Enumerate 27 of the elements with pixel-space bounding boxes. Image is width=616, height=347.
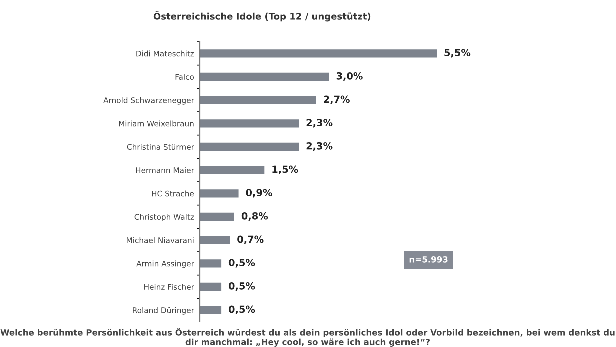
bar	[200, 236, 230, 244]
data-label: 2,3%	[306, 119, 333, 128]
bar	[200, 190, 239, 198]
bar	[200, 142, 300, 152]
data-label: 0,5%	[228, 282, 256, 292]
bar	[200, 50, 438, 58]
bar	[200, 282, 222, 292]
annotation: n=5.993	[410, 256, 448, 263]
text: Welche berühmte Persönlichkeit aus Österreich würdest du als dein persönliches Idol oder Vorbild bezeichnen, bei wem denkst du dir manchmal: „Hey cool, so wäre ich auch gerne!“?	[0, 328, 615, 347]
bar	[200, 72, 330, 82]
data-label: 0,9%	[246, 189, 272, 198]
data-label: 0,8%	[242, 212, 268, 222]
bar	[200, 120, 300, 128]
data-label: 2,3%	[306, 142, 333, 152]
bar	[200, 212, 234, 222]
bar	[200, 166, 265, 174]
bar	[200, 96, 316, 104]
data-label: 2,7%	[324, 96, 350, 104]
data-label: 0,5%	[228, 259, 256, 268]
bar	[200, 306, 222, 314]
data-label: 0,7%	[238, 236, 264, 244]
chart-title: Österreichische Idole (Top 12 / ungestützt)	[154, 11, 371, 22]
data-label: 3,0%	[336, 72, 363, 82]
data-label: 0,5%	[228, 306, 256, 314]
bar	[200, 260, 222, 268]
data-label: 5,5%	[444, 49, 471, 58]
data-label: 1,5%	[272, 166, 298, 174]
